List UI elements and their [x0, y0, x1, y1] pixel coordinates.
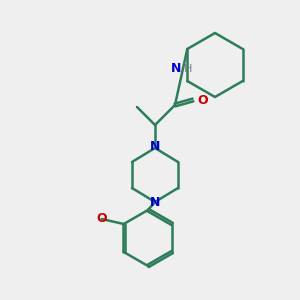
Text: N: N [150, 140, 160, 154]
Text: H: H [184, 64, 193, 74]
Text: O: O [96, 212, 107, 226]
Text: N: N [150, 196, 160, 208]
Text: O: O [197, 94, 208, 106]
Text: N: N [171, 62, 181, 76]
